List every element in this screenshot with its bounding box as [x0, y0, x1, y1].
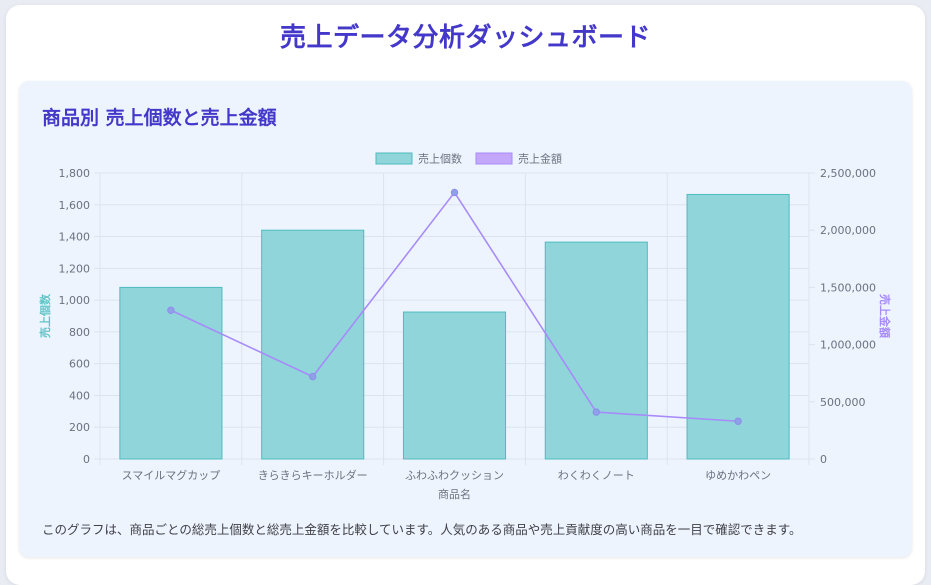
- y-right-axis-title: 売上金額: [878, 294, 892, 338]
- line-point-sales-amount: [450, 188, 459, 197]
- x-tick-label: わくわくノート: [558, 469, 635, 482]
- line-point-sales-amount: [309, 372, 317, 381]
- y-left-tick-label: 600: [69, 358, 90, 371]
- bar-sales-count: [544, 241, 648, 460]
- y-left-tick-label: 1,000: [59, 294, 91, 307]
- y-left-tick-label: 1,600: [59, 199, 91, 212]
- y-right-tick-label: 2,000,000: [820, 224, 876, 237]
- line-point-sales-amount: [167, 306, 175, 314]
- chart-description: このグラフは、商品ごとの総売上個数と総売上金額を比較しています。人気のある商品や…: [42, 522, 802, 537]
- bar-sales-count: [686, 193, 790, 460]
- bar-sales-count: [261, 229, 365, 460]
- chart-card-title: 商品別 売上個数と売上金額: [42, 107, 277, 129]
- y-right-tick-label: 1,000,000: [820, 339, 876, 352]
- chart-card: 商品別 売上個数と売上金額 0 200 400 600 800 1,000 1,200 1,4…: [19, 81, 912, 557]
- legend-swatch: [375, 152, 413, 165]
- y-right-tick-label: 2,500,000: [820, 167, 876, 180]
- y-left-tick-label: 1,800: [59, 167, 91, 180]
- bar-sales-count: [402, 311, 507, 460]
- y-right-tick-label: 500,000: [820, 396, 866, 409]
- y-left-tick-label: 1,200: [59, 262, 91, 275]
- x-tick-label: ふわふわクッション: [405, 469, 504, 482]
- x-tick-label: きらきらキーホルダー: [258, 468, 368, 482]
- y-left-tick-label: 0: [83, 453, 90, 466]
- page-title: 売上データ分析ダッシュボード: [279, 23, 651, 53]
- y-left-tick-label: 200: [69, 421, 90, 434]
- line-point-sales-amount: [592, 408, 600, 416]
- legend-label: 売上金額: [518, 152, 562, 166]
- y-left-tick-label: 1,400: [59, 231, 91, 244]
- legend-label: 売上個数: [418, 153, 462, 166]
- y-right-tick-label: 0: [820, 453, 827, 466]
- x-axis-title: 商品名: [438, 487, 471, 501]
- y-right-tick-label: 1,500,000: [820, 281, 876, 294]
- y-left-axis-title: 売上個数: [38, 293, 52, 338]
- sales-chart: 0 200 400 600 800 1,000 1,200 1,400 1,600 1,800 0 5…: [38, 152, 892, 502]
- line-point-sales-amount: [734, 417, 742, 425]
- y-left-tick-label: 800: [69, 326, 90, 339]
- y-left-tick-label: 400: [69, 389, 90, 402]
- bar-sales-count: [119, 286, 223, 460]
- x-tick-label: ゆめかわペン: [705, 469, 771, 482]
- legend-swatch: [475, 152, 513, 165]
- x-tick-label: スマイルマグカップ: [122, 468, 221, 482]
